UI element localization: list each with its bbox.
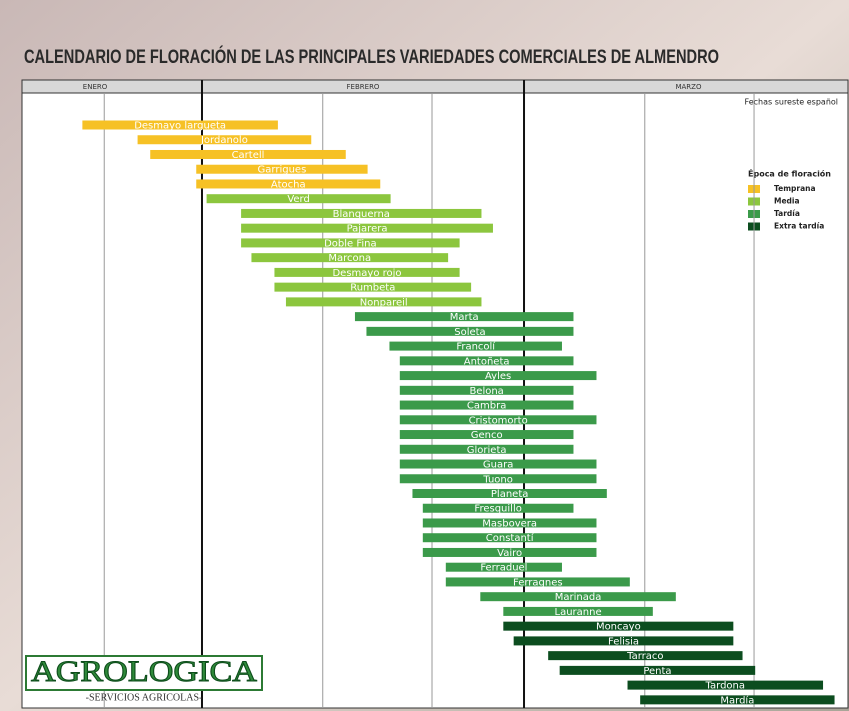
bar-label: Pajarera	[347, 224, 388, 235]
bar	[399, 459, 597, 469]
bar	[274, 267, 460, 277]
bar	[196, 179, 381, 189]
bar	[399, 474, 597, 484]
bar	[241, 208, 482, 218]
chart-title: CALENDARIO DE FLORACIÓN DE LAS PRINCIPAL…	[24, 46, 719, 68]
bar	[82, 120, 278, 130]
bar	[137, 135, 312, 145]
note: Fechas sureste español	[745, 98, 838, 107]
bar	[480, 592, 676, 602]
legend-label: Media	[774, 197, 800, 206]
bar-label: Rumbeta	[350, 283, 395, 294]
bar-label: Marcona	[328, 253, 371, 264]
bar-label: Penta	[643, 666, 671, 677]
bar-label: Tardona	[705, 681, 745, 692]
bar-label: Felisia	[608, 636, 639, 647]
x-tick-label: ENERO	[83, 83, 108, 91]
bar-label: Antoñeta	[464, 356, 510, 367]
legend-label: Extra tardía	[774, 222, 824, 231]
legend-label: Temprana	[774, 184, 816, 193]
bar	[274, 282, 472, 292]
bar-label: Lauranne	[555, 607, 602, 618]
bar-label: Ayles	[485, 371, 511, 382]
logo-tagline: -SERVICIOS AGRICOLAS-	[86, 692, 203, 703]
legend-label: Tardía	[774, 209, 800, 218]
bar	[196, 164, 368, 174]
bar	[627, 680, 824, 690]
bar-label: Cambra	[467, 401, 506, 412]
bar	[354, 312, 574, 322]
bar	[412, 489, 607, 498]
bar-label: Genco	[471, 430, 503, 441]
logo-box	[25, 655, 263, 691]
bar	[399, 444, 574, 454]
bar	[422, 533, 597, 543]
bar-label: Planeta	[491, 489, 528, 500]
bar	[548, 651, 743, 661]
bar	[399, 356, 574, 366]
bar-label: Blanquerna	[333, 209, 390, 220]
bar	[422, 518, 597, 528]
bar	[445, 562, 562, 572]
bar	[559, 665, 756, 675]
bar	[285, 297, 482, 307]
bar-label: Desmayo largueta	[134, 121, 226, 132]
bar	[241, 238, 460, 248]
bar-label: Masbovera	[482, 518, 537, 529]
bar-label: Jordanolo	[200, 135, 248, 146]
bar	[503, 621, 734, 631]
bar	[241, 223, 493, 233]
bar-label: Vairo	[497, 548, 522, 559]
bar	[251, 253, 449, 263]
month-header	[21, 79, 849, 94]
bar	[366, 326, 574, 336]
bar	[399, 371, 597, 381]
bar	[150, 149, 346, 159]
logo-name: AGROLOGICA	[31, 655, 257, 688]
bar-label: Atocha	[271, 179, 306, 190]
bar	[399, 415, 597, 425]
bar-label: Belona	[469, 386, 503, 397]
bar	[399, 430, 574, 440]
bar-label: Ferraduel	[480, 563, 527, 574]
bar-label: Cartell	[232, 150, 265, 161]
bar-label: Marinada	[555, 592, 602, 603]
bar-label: Doble Fina	[324, 238, 377, 249]
bar-label: Desmayo rojo	[332, 268, 401, 279]
bar	[640, 695, 835, 705]
x-tick-label: MARZO	[675, 83, 701, 91]
bar-label: Nonpareil	[360, 297, 408, 308]
x-tick-label: FEBRERO	[347, 83, 380, 91]
bar-label: Tarraco	[626, 651, 663, 662]
bar	[422, 547, 597, 557]
bar-label: Francolí	[456, 341, 496, 353]
bar-label: Glorieta	[467, 445, 507, 456]
bar-label: Marta	[450, 312, 479, 323]
bar-label: Tuono	[482, 474, 513, 485]
bar	[445, 577, 630, 587]
bar-label: Moncayo	[596, 622, 641, 633]
legend-title: Época de floración	[748, 168, 831, 179]
bar-label: Garrigues	[258, 165, 307, 176]
bar-label: Mardía	[720, 694, 754, 706]
bar	[503, 606, 653, 616]
bar	[513, 636, 734, 646]
bar-label: Soleta	[454, 327, 485, 338]
bar	[422, 503, 574, 513]
logo: AGROLOGICA -SERVICIOS AGRICOLAS-	[25, 654, 263, 703]
bar	[399, 400, 574, 410]
bar-label: Fresquillo	[474, 504, 521, 515]
bar	[399, 385, 574, 395]
bar-label: Cristomorto	[469, 415, 528, 426]
bar-label: Verd	[287, 194, 310, 205]
bar	[389, 341, 562, 351]
bar-label: Constantí	[486, 532, 535, 544]
bar-label: Guara	[483, 460, 513, 471]
bar	[206, 194, 391, 204]
bar-label: Ferragnes	[513, 577, 563, 588]
